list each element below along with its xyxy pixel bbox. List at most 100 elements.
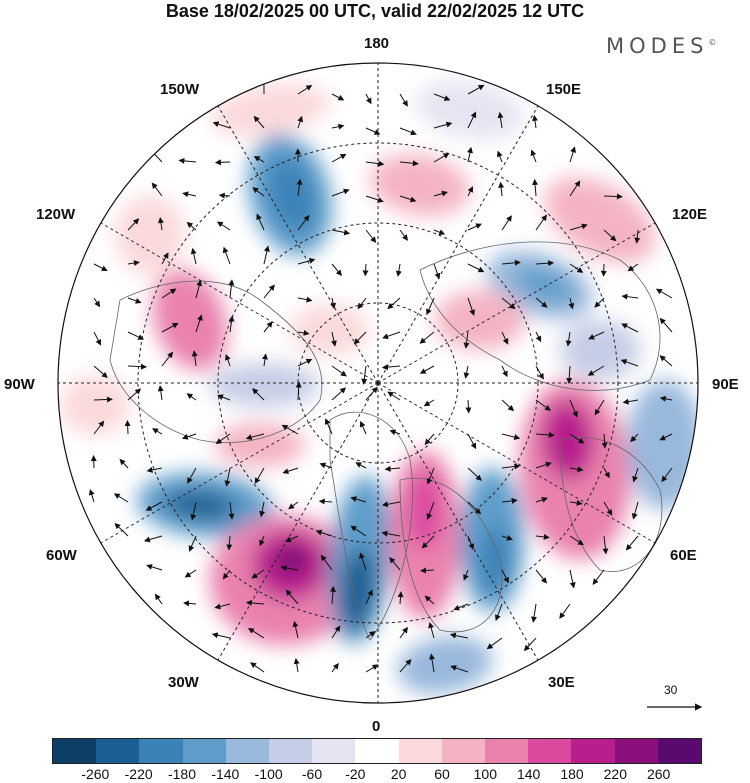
coastline (399, 477, 503, 633)
wind-arrow (535, 214, 547, 231)
meridian-line (100, 222, 379, 384)
anomaly-patch (435, 290, 525, 350)
lon-label-180: 180 (364, 35, 390, 52)
wind-arrow (467, 467, 482, 481)
wind-arrow (247, 627, 265, 639)
wind-arrow (365, 195, 384, 203)
wind-arrow (331, 365, 347, 377)
meridian-line (217, 105, 379, 384)
wind-arrow (365, 631, 376, 639)
wind-arrow (433, 229, 446, 235)
wind-arrow (319, 462, 333, 469)
wind-arrow (222, 246, 231, 265)
wind-arrow (285, 535, 299, 543)
wind-arrow (297, 115, 304, 129)
wind-arrow (285, 589, 299, 605)
wind-arrow (622, 398, 639, 405)
wind-arrow (355, 462, 367, 469)
wind-arrow (214, 159, 231, 166)
wind-arrow (535, 497, 548, 503)
colorbar-swatch (96, 739, 140, 763)
wind-arrow (661, 467, 673, 483)
wind-arrow (465, 399, 472, 414)
wind-arrow (501, 399, 515, 412)
wind-arrow (659, 395, 673, 402)
wind-arrow (190, 501, 197, 521)
colorbar-swatch (614, 739, 658, 763)
wind-arrow (228, 279, 235, 299)
anomaly-patch (560, 320, 640, 380)
wind-arrow (603, 229, 617, 242)
wind-arrow (263, 321, 273, 333)
wind-arrow (187, 467, 197, 484)
wind-arrow (395, 263, 402, 277)
wind-arrow (569, 535, 585, 546)
anomaly-patch (268, 157, 316, 233)
wind-arrow (292, 620, 299, 639)
wind-arrow (259, 535, 265, 547)
wind-arrow (566, 365, 573, 384)
wind-arrow (433, 190, 448, 197)
wind-arrow (297, 358, 313, 367)
wind-arrow (535, 533, 550, 540)
colorbar-tick-label: 180 (560, 766, 584, 782)
wind-arrow (365, 160, 385, 167)
colorbar-swatch (182, 739, 226, 763)
anomaly-patch (60, 375, 130, 435)
wind-arrow (535, 569, 548, 584)
wind-arrow (365, 127, 381, 135)
wind-arrow (331, 331, 337, 347)
wind-arrow (655, 288, 673, 299)
colorbar-swatch (269, 739, 313, 763)
wind-arrow (387, 297, 401, 310)
wind-arrow (467, 501, 482, 515)
wind-arrow (331, 663, 339, 673)
wind-arrow (630, 433, 639, 443)
wind-arrow (157, 217, 164, 231)
lon-label-90w: 90W (4, 376, 35, 393)
wind-arrow (381, 501, 401, 508)
anomaly-patch (415, 80, 525, 140)
wind-arrow (184, 569, 197, 578)
wind-arrow (93, 420, 105, 435)
wind-arrow (449, 632, 469, 639)
map-border (57, 62, 699, 704)
wind-arrow (382, 331, 401, 340)
wind-arrow (228, 501, 235, 520)
reference-vector-arrow (647, 703, 703, 711)
wind-arrow (161, 252, 169, 265)
wind-arrow (88, 489, 95, 503)
wind-arrow (161, 322, 179, 333)
graticule (58, 63, 698, 703)
wind-arrow (620, 359, 639, 367)
wind-arrow (397, 591, 404, 605)
wind-arrow (501, 297, 516, 310)
wind-arrow (486, 637, 503, 650)
wind-arrow (420, 567, 435, 574)
anomaly-patch (152, 269, 228, 371)
wind-arrow (632, 467, 639, 483)
wind-arrow (494, 603, 503, 621)
wind-arrow (190, 247, 197, 265)
wind-arrow (119, 458, 129, 469)
wind-arrow (569, 146, 576, 163)
wind-arrow (389, 429, 401, 436)
lon-label-30w: 30W (168, 674, 199, 691)
wind-arrow (535, 461, 552, 469)
wind-arrow (161, 351, 174, 367)
wind-arrow (433, 263, 441, 280)
anomaly-patch (545, 177, 655, 263)
wind-arrow (331, 188, 350, 197)
colorbar-swatch (312, 739, 356, 763)
anomaly-patch (397, 636, 493, 694)
anomaly-patch (516, 266, 574, 304)
wind-arrow (295, 381, 302, 401)
brand-logo: MODES© (606, 34, 717, 58)
wind-arrow (214, 603, 231, 610)
colorbar-swatch (139, 739, 183, 763)
wind-arrow (569, 569, 576, 589)
colorbar-swatch (398, 739, 442, 763)
meridian-line (217, 382, 379, 661)
wind-arrow (569, 263, 584, 273)
lon-label-30e: 30E (548, 674, 575, 691)
